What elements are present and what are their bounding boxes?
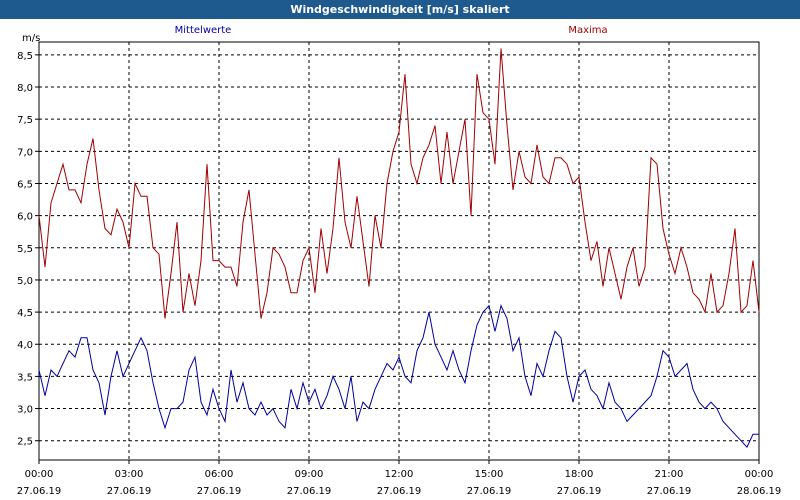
series-lines [38,48,760,448]
x-tick-time: 09:00 [295,469,324,480]
y-tick-label: 3,5 [17,372,33,383]
x-tick-date: 27.06.19 [467,486,512,497]
y-axis-label: m/s [22,33,40,44]
x-tick-time: 21:00 [655,469,684,480]
chart: 2,53,03,54,04,55,05,56,06,57,07,58,08,5 … [17,25,782,497]
y-tick-label: 5,5 [17,244,33,255]
grid [39,42,759,460]
x-tick-date: 27.06.19 [197,486,242,497]
y-tick-label: 2,5 [17,437,33,448]
x-tick-date: 28.06.19 [737,486,782,497]
x-tick-time: 00:00 [745,469,774,480]
x-tick-time: 06:00 [205,469,234,480]
x-axis: 00:00 27.06.19 03:00 27.06.19 06:00 27.06.19 0… [17,460,782,497]
x-tick-time: 18:00 [565,469,594,480]
y-tick-label: 3,0 [17,405,33,416]
y-tick-label: 8,5 [17,51,33,62]
y-tick-label: 5,0 [17,276,33,287]
x-tick-date: 27.06.19 [647,486,692,497]
legend-mittelwerte: Mittelwerte [175,25,232,36]
x-tick-date: 27.06.19 [557,486,602,497]
x-tick-date: 27.06.19 [287,486,332,497]
y-tick-label: 6,0 [17,212,33,223]
y-axis: 2,5 3,0 3,5 4,0 4,5 5,0 5,5 6,0 6,5 7,0 7,5 8,0 8,5 [17,51,39,448]
x-tick-date: 27.06.19 [377,486,422,497]
x-tick-time: 12:00 [385,469,414,480]
y-tick-label: 4,5 [17,308,33,319]
y-tick-label: 6,5 [17,179,33,190]
x-tick-time: 03:00 [115,469,144,480]
x-tick-time: 15:00 [475,469,504,480]
y-tick-label: 4,0 [17,340,33,351]
y-tick-label: 7,0 [17,147,33,158]
series-line-maxima [38,48,760,319]
window-title: Windgeschwindigkeit [m/s] skaliert [0,0,800,19]
y-tick-label: 8,0 [17,83,33,94]
x-tick-date: 27.06.19 [107,486,152,497]
x-tick-time: 00:00 [25,469,54,480]
x-tick-date: 27.06.19 [17,486,62,497]
legend-maxima: Maxima [568,25,607,36]
series-line-mittelwerte [38,304,759,448]
y-tick-label: 7,5 [17,115,33,126]
